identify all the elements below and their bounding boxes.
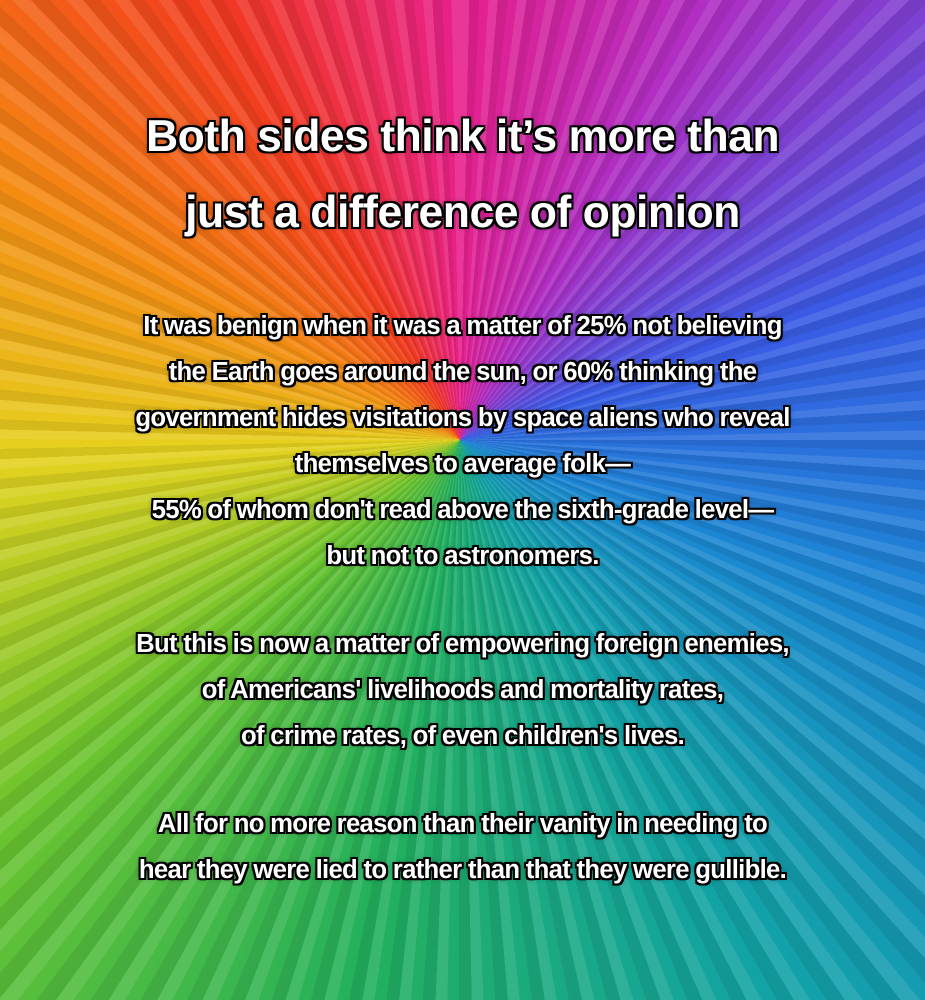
body-line: hear they were lied to rather than that … — [138, 856, 787, 884]
title-line: just a difference of opinion — [185, 188, 740, 237]
body-line: the Earth goes around the sun, or 60% th… — [168, 358, 757, 386]
body-line: government hides visitations by space al… — [135, 404, 790, 432]
body-line: 55% of whom don't read above the sixth-g… — [151, 496, 774, 524]
title-line: Both sides think it’s more than — [145, 112, 780, 161]
body-line: of Americans' livelihoods and mortality … — [201, 676, 724, 704]
body-line: It was benign when it was a matter of 25… — [143, 312, 782, 340]
body-line: But this is now a matter of empowering f… — [136, 630, 789, 658]
body-line: of crime rates, of even children's lives… — [240, 722, 685, 750]
body-line: All for no more reason than their vanity… — [157, 810, 768, 838]
body-line: but not to astronomers. — [326, 542, 599, 570]
body-line: themselves to average folk— — [294, 450, 631, 478]
